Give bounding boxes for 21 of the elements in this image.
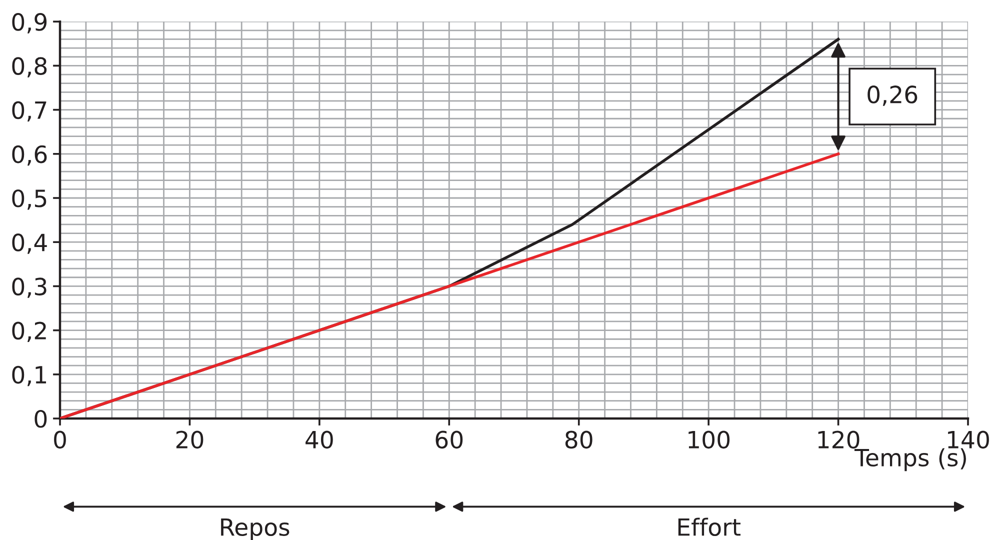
y-tick-label: 0 [34, 410, 47, 428]
x-tick-label: 0 [54, 430, 66, 449]
x-tick-label: 20 [176, 430, 204, 449]
y-tick-label: 0,8 [12, 57, 47, 78]
y-tick-label: 0,6 [12, 145, 47, 166]
text: Effort [678, 518, 740, 536]
x-tick-label: 60 [436, 430, 463, 449]
y-tick-label: 0,9 [12, 13, 47, 34]
x-tick-label: 80 [565, 430, 592, 449]
x-tick-label: 120 [818, 430, 860, 449]
y-tick-label: 0,2 [12, 322, 46, 342]
annotation: 0,26 [868, 86, 918, 106]
x-tick-label: 100 [688, 430, 730, 449]
x-axis-title: Temps (s) [854, 448, 966, 472]
y-tick-label: 0,1 [12, 366, 46, 386]
y-tick-label: 0,7 [12, 101, 46, 122]
x-tick-label: 140 [948, 430, 989, 449]
y-tick-label: 0,3 [12, 278, 46, 298]
y-tick-label: 0,5 [12, 189, 46, 210]
x-tick-label: 40 [306, 430, 333, 449]
y-tick-label: 0,4 [12, 234, 47, 254]
